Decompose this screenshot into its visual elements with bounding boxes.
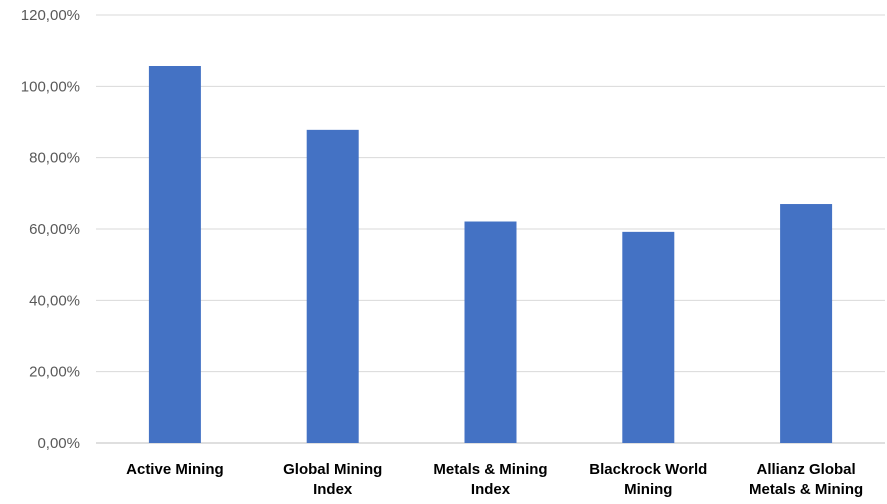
bars [148, 66, 833, 444]
x-category-label: Metals & Mining [433, 461, 547, 478]
bar [148, 66, 201, 444]
x-category-label: Active Mining [126, 461, 224, 478]
y-tick-label: 0,00% [37, 435, 80, 452]
y-tick-label: 80,00% [29, 150, 80, 167]
x-category-label: Metals & Mining [749, 481, 863, 498]
x-category-label: Mining [624, 481, 672, 498]
y-tick-label: 60,00% [29, 221, 80, 238]
x-category-label: Global Mining [283, 461, 382, 478]
x-category-label: Index [471, 481, 511, 498]
y-axis-tick-labels: 0,00% 20,00% 40,00% 60,00% 80,00% 100,00% 120,… [21, 7, 80, 452]
y-tick-label: 40,00% [29, 292, 80, 309]
bar [464, 221, 517, 443]
y-tick-label: 120,00% [21, 7, 80, 24]
bar [622, 231, 675, 443]
x-category-label: Allianz Global [757, 461, 856, 478]
x-axis-category-labels: Active Mining Global Mining Index Metals & … [126, 461, 863, 498]
bar [306, 129, 359, 443]
bar [780, 204, 833, 443]
y-tick-label: 20,00% [29, 364, 80, 381]
y-tick-label: 100,00% [21, 78, 80, 95]
x-category-label: Index [313, 481, 353, 498]
x-category-label: Blackrock World [589, 461, 707, 478]
